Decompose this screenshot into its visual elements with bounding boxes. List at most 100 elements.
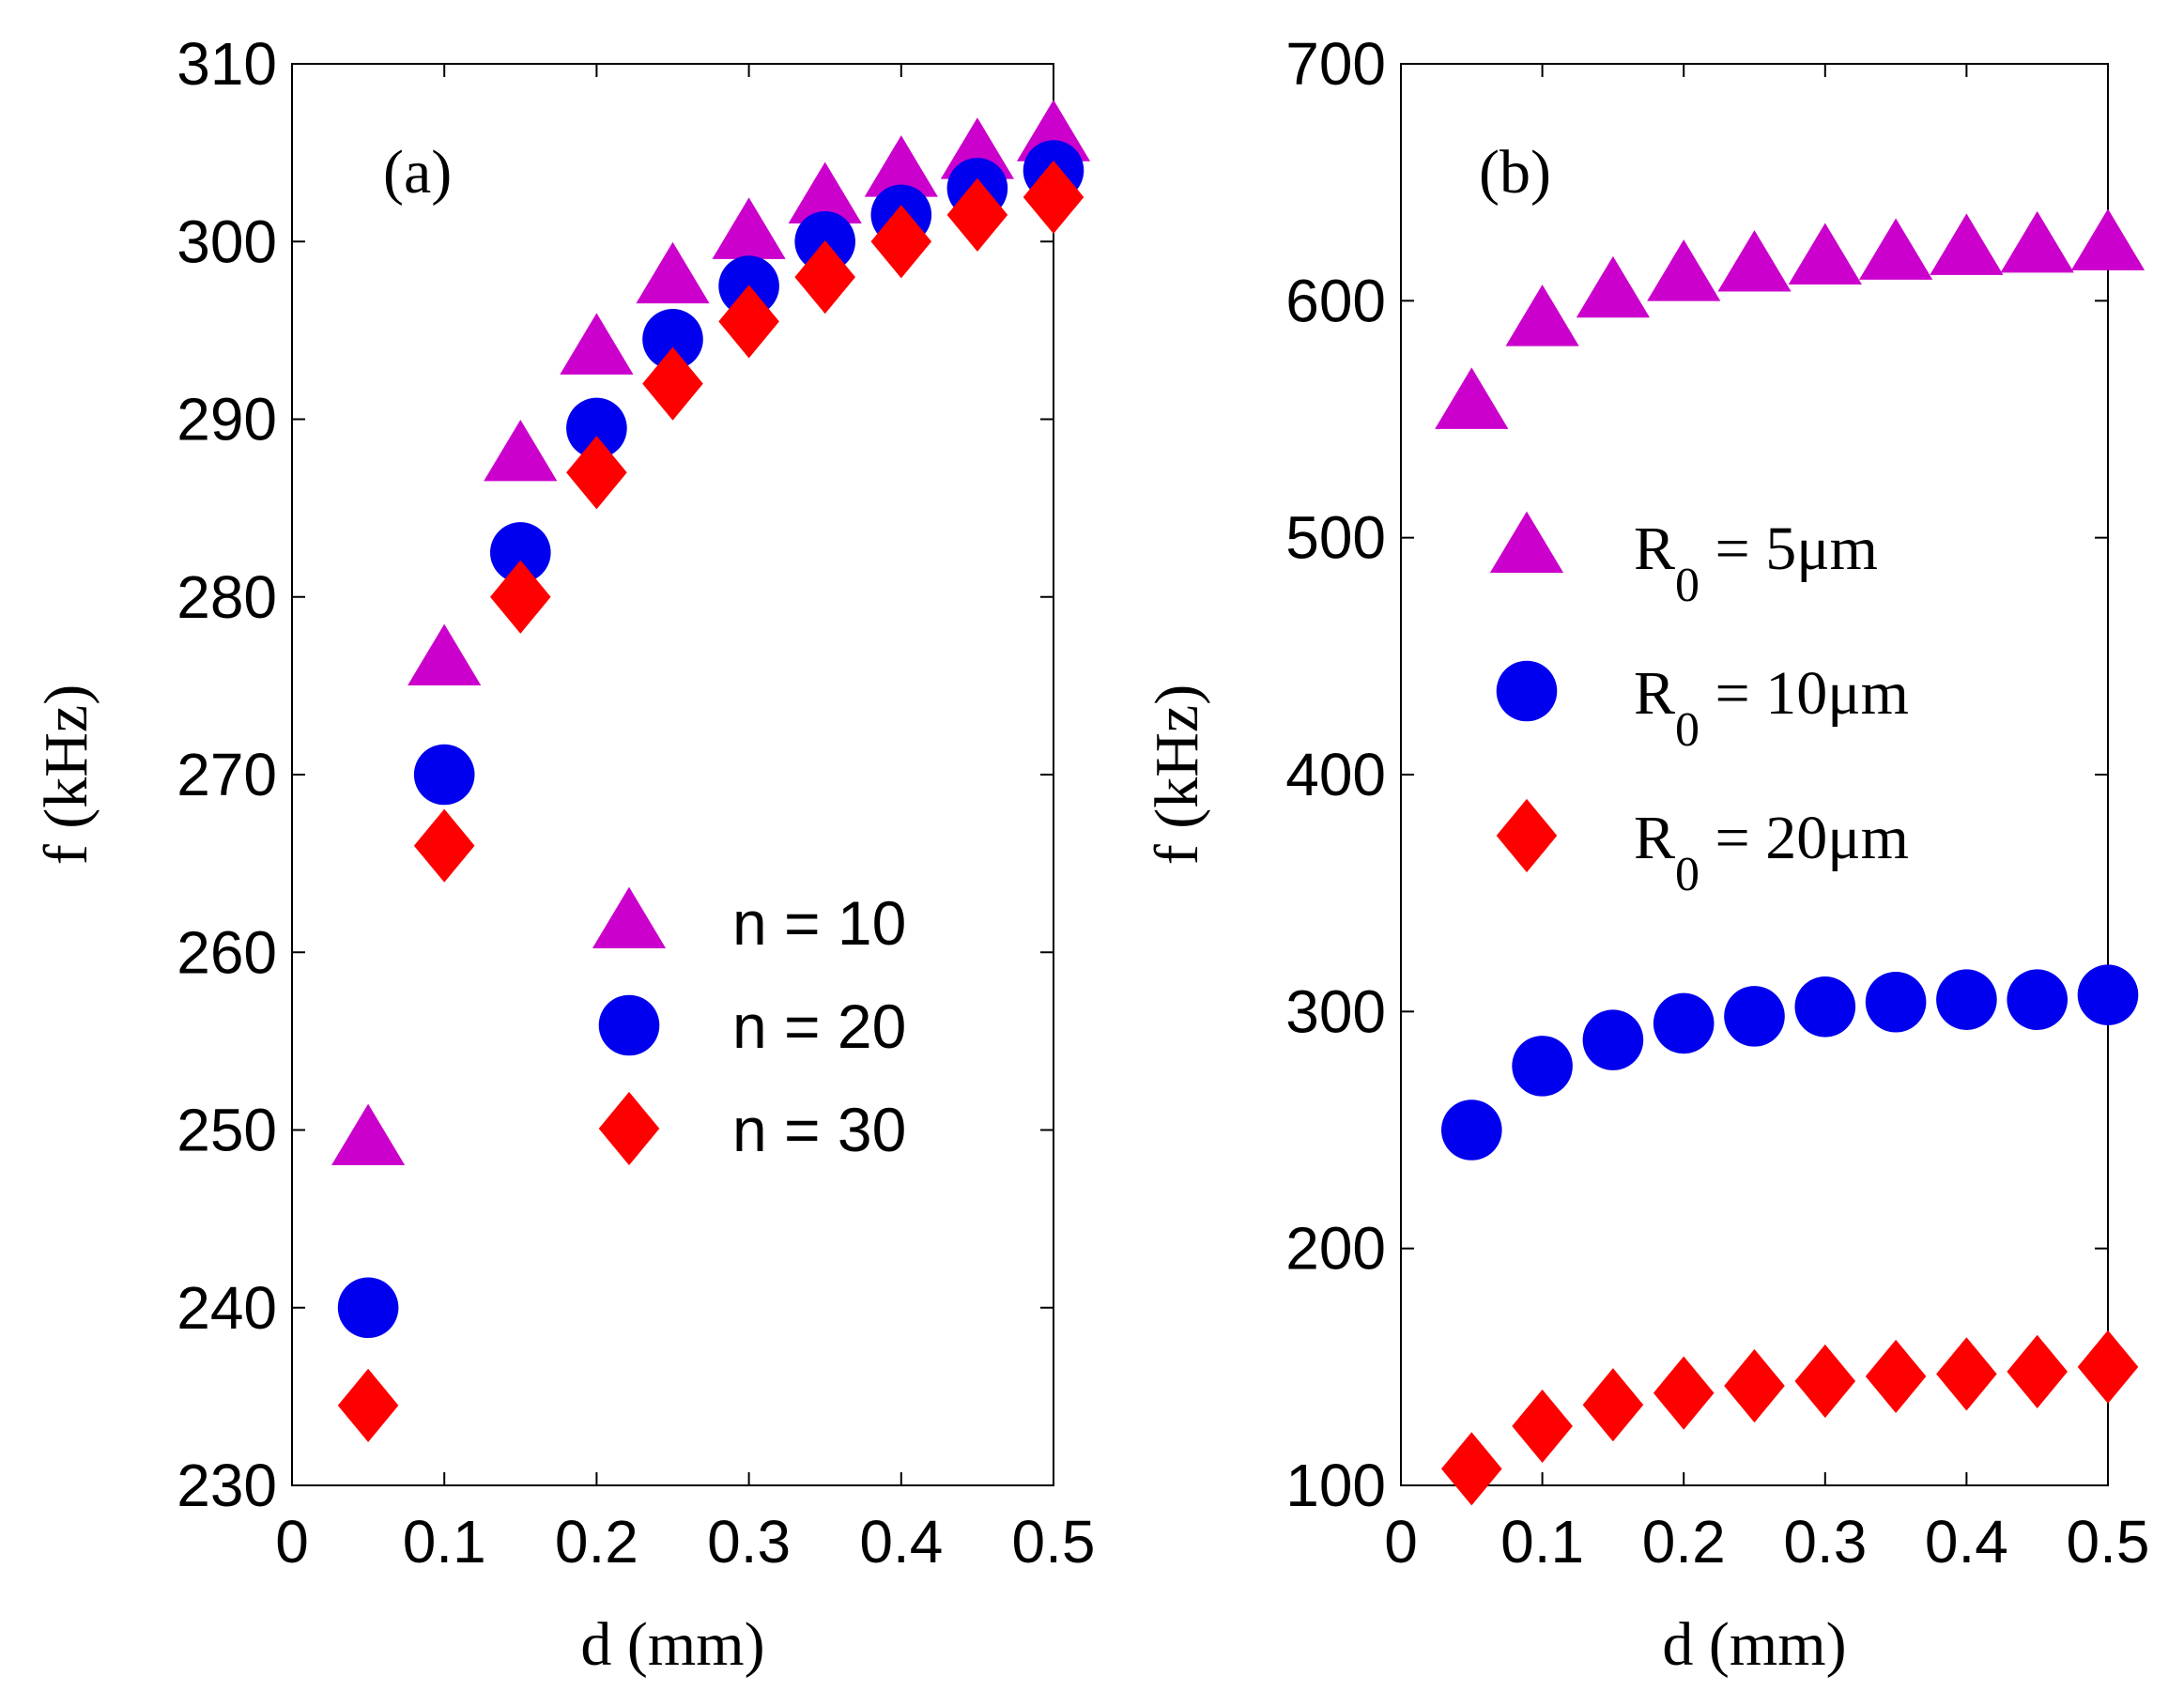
y-tick-label: 100 <box>1285 1452 1386 1519</box>
data-point-triangle <box>2000 210 2074 273</box>
panel-b: 0 0.1 0.2 0.3 0.4 0.5 100 200 300 400 500 600 700 d (… <box>1143 30 2149 1679</box>
y-tick-label: 400 <box>1285 741 1386 808</box>
data-point-circle <box>1512 1036 1573 1097</box>
legend-label: n = 30 <box>732 1095 906 1164</box>
data-point-circle <box>1724 986 1785 1047</box>
y-tick-label: 280 <box>177 563 277 631</box>
data-point-diamond <box>1582 1368 1644 1442</box>
series-1 <box>1441 964 2139 1161</box>
series-2 <box>1441 1330 2139 1506</box>
data-point-triangle <box>408 623 482 686</box>
data-point-circle <box>413 744 475 806</box>
legend-label-suffix: = 10μm <box>1700 659 1909 728</box>
data-point-diamond <box>1441 1432 1502 1506</box>
data-point-circle <box>1582 1009 1644 1070</box>
data-point-triangle <box>1788 223 1862 284</box>
y-tick-label: 600 <box>1285 267 1386 334</box>
legend-label-base: R <box>1634 659 1675 728</box>
data-point-diamond <box>2077 1330 2139 1404</box>
data-point-triangle <box>1576 255 1650 318</box>
data-point-diamond <box>1512 1389 1573 1464</box>
legend-label-text: n = 30 <box>732 1095 906 1164</box>
legend-label: n = 20 <box>732 992 906 1061</box>
legend-marker-circle <box>1496 660 1558 722</box>
data-point-triangle <box>560 313 634 375</box>
data-point-circle <box>566 397 627 459</box>
data-point-triangle <box>1930 213 2004 275</box>
panel-a: 0 0.1 0.2 0.3 0.4 0.5 230 240 250 260 270 280 290 300… <box>32 30 1095 1679</box>
legend-label-text: n = 10 <box>732 888 906 958</box>
y-axis-label: f (kHz) <box>32 684 100 865</box>
data-point-circle <box>1794 976 1856 1038</box>
legend-label-suffix: = 20μm <box>1700 804 1909 872</box>
legend-label-subscript: 0 <box>1675 848 1700 901</box>
legend-label: R0 = 10μm <box>1634 659 1909 757</box>
data-point-triangle <box>864 135 938 197</box>
y-tick-label: 300 <box>177 208 277 275</box>
x-tick-label: 0.2 <box>555 1508 638 1576</box>
x-tick-label: 0.2 <box>1642 1508 1726 1576</box>
series-2 <box>337 160 1084 1442</box>
data-point-triangle <box>940 117 1014 179</box>
data-point-diamond <box>2007 1334 2068 1408</box>
panel-label: (b) <box>1479 138 1551 207</box>
legend-marker-circle <box>598 994 660 1056</box>
data-point-diamond <box>1653 1356 1715 1430</box>
data-point-triangle <box>1647 239 1721 301</box>
legend-label: R0 = 5μm <box>1634 515 1878 612</box>
y-tick-label: 270 <box>177 741 277 808</box>
data-point-triangle <box>1717 230 1792 292</box>
legend-marker-triangle <box>1489 511 1564 574</box>
data-point-circle <box>2007 969 2068 1031</box>
legend: n = 10 n = 20 n = 30 <box>592 886 906 1166</box>
data-point-diamond <box>337 1368 399 1442</box>
data-point-diamond <box>490 560 551 634</box>
data-point-diamond <box>566 436 627 510</box>
legend-marker-diamond <box>1496 798 1558 873</box>
x-axis-label: d (mm) <box>1662 1610 1846 1679</box>
x-tick-label: 0.5 <box>1012 1508 1096 1576</box>
data-point-diamond <box>1023 160 1084 235</box>
panel-label: (a) <box>383 138 452 207</box>
data-point-triangle <box>331 1103 406 1166</box>
series-0 <box>331 100 1091 1166</box>
data-point-triangle <box>1859 218 1933 280</box>
data-point-circle <box>642 309 703 370</box>
data-point-triangle <box>788 161 862 223</box>
data-point-diamond <box>794 240 855 315</box>
y-axis-label: f (kHz) <box>1143 684 1211 865</box>
data-point-triangle <box>2070 208 2146 270</box>
data-point-triangle <box>484 419 558 482</box>
y-tick-label: 290 <box>177 386 277 453</box>
x-tick-label: 0.3 <box>707 1508 791 1576</box>
data-point-circle <box>490 522 551 583</box>
legend-label: R0 = 20μm <box>1634 804 1909 901</box>
y-tick-label: 700 <box>1285 30 1386 98</box>
legend-label-base: R <box>1634 515 1675 583</box>
data-point-diamond <box>1865 1339 1927 1414</box>
y-tick-label: 230 <box>177 1452 277 1519</box>
data-point-diamond <box>718 284 779 359</box>
y-tick-label: 310 <box>177 30 277 98</box>
x-tick-label: 0.5 <box>2067 1508 2150 1576</box>
data-point-circle <box>337 1277 399 1339</box>
data-point-circle <box>1441 1099 1502 1161</box>
y-tick-label: 240 <box>177 1274 277 1342</box>
x-tick-label: 0.1 <box>403 1508 486 1576</box>
data-point-circle <box>1865 971 1927 1033</box>
legend-marker-diamond <box>598 1091 660 1166</box>
x-tick-label: 0 <box>1384 1508 1418 1576</box>
data-point-triangle <box>636 241 710 304</box>
data-point-triangle <box>1505 284 1579 346</box>
legend-label-subscript: 0 <box>1675 559 1700 612</box>
legend-label-text: n = 20 <box>732 992 906 1061</box>
x-axis-label: d (mm) <box>580 1610 764 1679</box>
y-tick-label: 200 <box>1285 1215 1386 1283</box>
y-tick-label: 500 <box>1285 504 1386 572</box>
x-tick-label: 0.4 <box>859 1508 943 1576</box>
data-point-circle <box>2077 964 2139 1025</box>
x-tick-label: 0.3 <box>1783 1508 1867 1576</box>
data-point-circle <box>1653 992 1715 1054</box>
